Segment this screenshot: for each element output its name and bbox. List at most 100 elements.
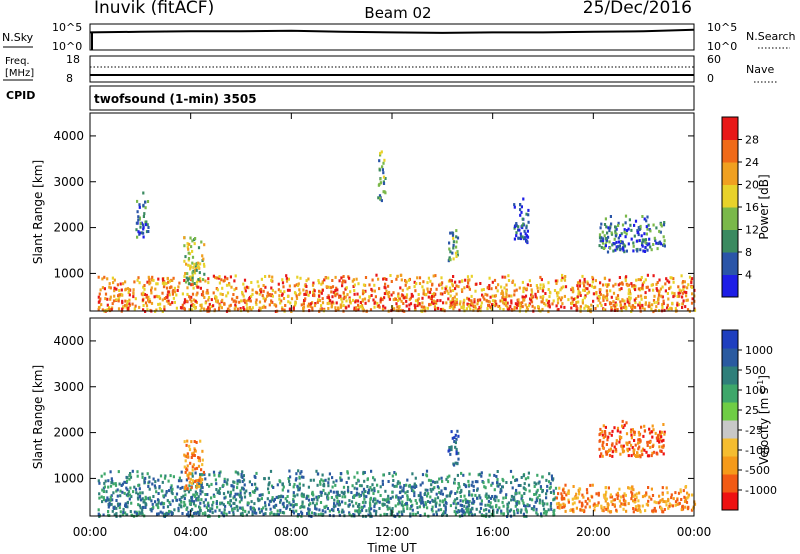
echo-cell	[262, 296, 265, 300]
echo-cell	[239, 307, 242, 310]
echo-cell	[317, 281, 321, 285]
power-colorbar-tick-label: 4	[745, 269, 752, 282]
echo-cell	[281, 293, 284, 297]
echo-cell	[121, 513, 124, 517]
echo-cell	[577, 488, 580, 492]
echo-cell	[434, 274, 437, 278]
echo-cell	[663, 239, 666, 243]
echo-cell	[616, 497, 619, 500]
power-colorbar-swatch	[722, 207, 738, 230]
echo-cell	[607, 503, 610, 507]
echo-cell	[616, 429, 619, 433]
echo-cell	[336, 490, 339, 494]
time-axis-label: Time UT	[366, 541, 417, 554]
echo-cell	[197, 278, 200, 281]
echo-cell	[519, 213, 522, 217]
echo-cell	[195, 441, 198, 444]
echo-cell	[523, 286, 526, 290]
echo-cell	[296, 275, 299, 279]
echo-cell	[136, 470, 139, 474]
echo-cell	[574, 297, 577, 301]
echo-cell	[292, 500, 295, 504]
echo-cell	[676, 303, 679, 307]
echo-cell	[638, 228, 641, 231]
echo-cell	[617, 283, 620, 287]
echo-cell	[329, 299, 332, 303]
echo-cell	[608, 449, 611, 453]
echo-cell	[193, 282, 196, 285]
echo-cell	[192, 502, 196, 506]
echo-cell	[271, 496, 274, 500]
echo-cell	[641, 303, 644, 307]
echo-cell	[443, 291, 446, 294]
echo-cell	[515, 501, 518, 505]
echo-cell	[659, 433, 662, 437]
echo-cell	[243, 286, 246, 290]
echo-cell	[148, 480, 151, 484]
echo-cell	[625, 249, 628, 253]
echo-cell	[578, 492, 581, 496]
echo-cell	[368, 295, 371, 299]
echo-cell	[167, 479, 170, 483]
echo-cell	[547, 288, 550, 291]
echo-cell	[615, 493, 618, 497]
echo-cell	[197, 482, 200, 486]
echo-cell	[550, 507, 553, 511]
power-colorbar-tick-label: 28	[745, 134, 759, 147]
echo-cell	[537, 305, 540, 308]
echo-cell	[321, 301, 325, 305]
echo-cell	[196, 285, 199, 289]
echo-cell	[577, 300, 580, 304]
echo-cell	[599, 292, 602, 296]
echo-cell	[112, 482, 115, 486]
echo-cell	[678, 303, 681, 307]
echo-cell	[256, 497, 260, 501]
echo-cell	[663, 432, 666, 436]
echo-cell	[147, 298, 150, 302]
echo-cell	[628, 218, 631, 222]
echo-cell	[190, 299, 193, 303]
echo-cell	[117, 297, 120, 301]
echo-cell	[493, 488, 496, 492]
echo-cell	[536, 496, 539, 500]
echo-cell	[158, 295, 161, 299]
echo-cell	[655, 226, 658, 230]
echo-cell	[107, 513, 110, 517]
echo-cell	[448, 474, 451, 478]
echo-cell	[613, 426, 616, 430]
echo-cell	[281, 495, 285, 499]
echo-cell	[324, 478, 327, 482]
echo-cell	[277, 282, 280, 286]
echo-cell	[320, 512, 323, 516]
echo-cell	[491, 495, 494, 498]
echo-cell	[632, 449, 635, 453]
echo-cell	[154, 500, 157, 504]
echo-cell	[645, 493, 648, 497]
echo-cell	[557, 501, 560, 505]
cpid-strip: twofsound (1-min) 3505	[89, 85, 695, 111]
echo-cell	[659, 242, 663, 246]
echo-cell	[661, 492, 664, 496]
velocity-colorbar-tick-label: -25	[745, 424, 763, 437]
echo-cell	[335, 286, 338, 290]
echo-cell	[641, 215, 644, 218]
echo-cell	[172, 276, 175, 280]
echo-cell	[200, 468, 203, 472]
echo-cell	[194, 467, 197, 471]
echo-cell	[488, 300, 491, 304]
echo-cell	[287, 277, 290, 281]
echo-cell	[289, 301, 292, 305]
echo-cell	[200, 498, 203, 502]
echo-cell	[500, 292, 503, 296]
echo-cell	[311, 283, 315, 287]
echo-cell	[451, 305, 454, 309]
echo-cell	[630, 237, 633, 241]
echo-cell	[281, 502, 284, 506]
echo-cell	[455, 245, 458, 249]
echo-cell	[542, 295, 545, 298]
echo-cell	[431, 293, 434, 297]
echo-cell	[534, 295, 537, 299]
echo-cell	[608, 454, 612, 457]
echo-cell	[166, 277, 169, 281]
echo-cell	[279, 510, 282, 514]
